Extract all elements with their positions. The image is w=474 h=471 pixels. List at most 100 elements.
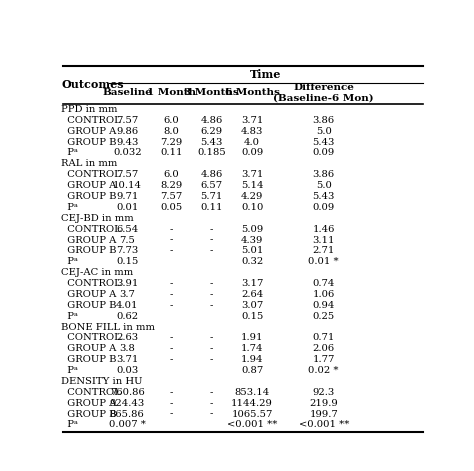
Text: 3.71: 3.71 (241, 116, 263, 125)
Text: 0.15: 0.15 (241, 312, 263, 321)
Text: 1.74: 1.74 (241, 344, 264, 353)
Text: 0.09: 0.09 (313, 203, 335, 212)
Text: -: - (210, 246, 213, 255)
Text: 3.17: 3.17 (241, 279, 263, 288)
Text: 3.7: 3.7 (119, 290, 135, 299)
Text: 0.01: 0.01 (116, 203, 138, 212)
Text: -: - (170, 236, 173, 244)
Text: 3.86: 3.86 (313, 170, 335, 179)
Text: CONTROL: CONTROL (61, 116, 121, 125)
Text: -: - (210, 344, 213, 353)
Text: 5.0: 5.0 (316, 181, 332, 190)
Text: -: - (170, 399, 173, 408)
Text: Pᵃ: Pᵃ (61, 148, 78, 157)
Text: 3.71: 3.71 (241, 170, 263, 179)
Text: 7.29: 7.29 (160, 138, 182, 146)
Text: 853.14: 853.14 (235, 388, 270, 397)
Text: -: - (170, 355, 173, 364)
Text: 4.0: 4.0 (244, 138, 260, 146)
Text: -: - (210, 355, 213, 364)
Text: 0.09: 0.09 (313, 148, 335, 157)
Text: 9.86: 9.86 (116, 127, 138, 136)
Text: 0.02 *: 0.02 * (309, 366, 339, 375)
Text: GROUP B: GROUP B (61, 246, 117, 255)
Text: Difference
(Baseline-6 Mon): Difference (Baseline-6 Mon) (273, 83, 374, 103)
Text: CEJ-AC in mm: CEJ-AC in mm (61, 268, 133, 277)
Text: 4.86: 4.86 (201, 116, 223, 125)
Text: 760.86: 760.86 (110, 388, 145, 397)
Text: -: - (170, 410, 173, 419)
Text: 0.71: 0.71 (312, 333, 335, 342)
Text: 0.94: 0.94 (312, 301, 335, 310)
Text: GROUP A: GROUP A (61, 127, 117, 136)
Text: -: - (210, 399, 213, 408)
Text: 0.32: 0.32 (241, 257, 263, 266)
Text: 0.25: 0.25 (313, 312, 335, 321)
Text: 3.11: 3.11 (312, 236, 335, 244)
Text: Pᵃ: Pᵃ (61, 203, 78, 212)
Text: Pᵃ: Pᵃ (61, 366, 78, 375)
Text: 6.57: 6.57 (201, 181, 223, 190)
Text: 199.7: 199.7 (310, 410, 338, 419)
Text: 6.29: 6.29 (201, 127, 223, 136)
Text: 7.57: 7.57 (116, 170, 138, 179)
Text: GROUP A: GROUP A (61, 344, 117, 353)
Text: 4.29: 4.29 (241, 192, 263, 201)
Text: 8.29: 8.29 (160, 181, 182, 190)
Text: -: - (210, 279, 213, 288)
Text: 0.032: 0.032 (113, 148, 142, 157)
Text: 8.0: 8.0 (164, 127, 179, 136)
Text: 6.54: 6.54 (116, 225, 138, 234)
Text: 5.14: 5.14 (241, 181, 264, 190)
Text: -: - (170, 290, 173, 299)
Text: 0.03: 0.03 (116, 366, 138, 375)
Text: 5.0: 5.0 (316, 127, 332, 136)
Text: 2.63: 2.63 (116, 333, 138, 342)
Text: -: - (170, 246, 173, 255)
Text: 1.94: 1.94 (241, 355, 264, 364)
Text: 3.71: 3.71 (116, 355, 138, 364)
Text: 4.01: 4.01 (116, 301, 138, 310)
Text: 1.06: 1.06 (313, 290, 335, 299)
Text: CONTROL: CONTROL (61, 225, 121, 234)
Text: 1065.57: 1065.57 (231, 410, 273, 419)
Text: -: - (210, 301, 213, 310)
Text: -: - (170, 279, 173, 288)
Text: 924.43: 924.43 (109, 399, 145, 408)
Text: 92.3: 92.3 (313, 388, 335, 397)
Text: 3.86: 3.86 (313, 116, 335, 125)
Text: 0.15: 0.15 (116, 257, 138, 266)
Text: -: - (210, 388, 213, 397)
Text: CONTROL: CONTROL (61, 170, 121, 179)
Text: Baseline: Baseline (102, 88, 152, 97)
Text: 2.06: 2.06 (313, 344, 335, 353)
Text: -: - (170, 225, 173, 234)
Text: 865.86: 865.86 (110, 410, 145, 419)
Text: 1.77: 1.77 (312, 355, 335, 364)
Text: -: - (170, 388, 173, 397)
Text: 4.86: 4.86 (201, 170, 223, 179)
Text: GROUP A: GROUP A (61, 399, 117, 408)
Text: PPD in mm: PPD in mm (61, 105, 118, 114)
Text: GROUP A: GROUP A (61, 290, 117, 299)
Text: 5.01: 5.01 (241, 246, 263, 255)
Text: -: - (210, 290, 213, 299)
Text: DENSITY in HU: DENSITY in HU (61, 377, 143, 386)
Text: Pᵃ: Pᵃ (61, 312, 78, 321)
Text: -: - (210, 236, 213, 244)
Text: 0.11: 0.11 (201, 203, 223, 212)
Text: 6 Months: 6 Months (225, 88, 280, 97)
Text: 0.87: 0.87 (241, 366, 263, 375)
Text: GROUP B: GROUP B (61, 192, 117, 201)
Text: 0.09: 0.09 (241, 148, 263, 157)
Text: 0.11: 0.11 (160, 148, 182, 157)
Text: 0.185: 0.185 (197, 148, 226, 157)
Text: -: - (210, 410, 213, 419)
Text: 5.09: 5.09 (241, 225, 263, 234)
Text: BONE FILL in mm: BONE FILL in mm (61, 323, 155, 332)
Text: <0.001 **: <0.001 ** (299, 421, 349, 430)
Text: Time: Time (250, 69, 282, 80)
Text: 0.05: 0.05 (160, 203, 182, 212)
Text: -: - (170, 344, 173, 353)
Text: -: - (210, 333, 213, 342)
